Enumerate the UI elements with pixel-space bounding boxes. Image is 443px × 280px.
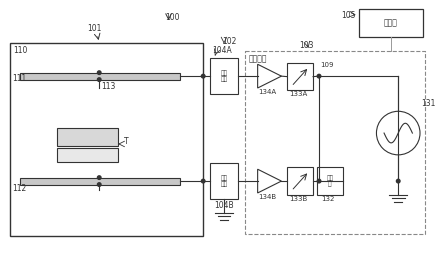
Text: 109: 109 <box>320 62 334 68</box>
Circle shape <box>97 71 101 74</box>
Text: 134B: 134B <box>258 194 276 200</box>
Text: 110: 110 <box>13 46 27 55</box>
Text: 102: 102 <box>222 36 237 46</box>
Text: 134A: 134A <box>258 89 276 95</box>
Bar <box>20 178 180 185</box>
Text: 104A: 104A <box>212 46 232 55</box>
Circle shape <box>97 78 101 81</box>
Circle shape <box>97 183 101 186</box>
Bar <box>20 73 180 80</box>
Circle shape <box>202 179 205 183</box>
Bar <box>10 43 203 236</box>
Bar <box>288 167 313 195</box>
Text: 100: 100 <box>166 13 180 22</box>
Circle shape <box>202 74 205 78</box>
Bar <box>359 9 423 37</box>
Text: 104B: 104B <box>214 201 234 210</box>
Text: 103: 103 <box>299 41 314 50</box>
Text: 112: 112 <box>12 184 26 193</box>
Bar <box>210 58 238 94</box>
Text: 高频电源: 高频电源 <box>249 54 267 63</box>
Bar <box>57 128 118 146</box>
Text: 133B: 133B <box>289 196 307 202</box>
Text: 匹配
电路: 匹配 电路 <box>221 175 227 187</box>
Text: 131: 131 <box>421 99 435 108</box>
Text: 匹配
电路: 匹配 电路 <box>221 70 227 82</box>
Circle shape <box>317 74 321 78</box>
Circle shape <box>317 179 321 183</box>
Text: 移相
器: 移相 器 <box>326 175 334 187</box>
Text: 控制部: 控制部 <box>384 19 398 28</box>
Text: T: T <box>124 137 128 146</box>
Text: 101: 101 <box>87 24 102 33</box>
Bar <box>57 148 118 162</box>
Text: 133A: 133A <box>289 92 307 97</box>
Text: 113: 113 <box>101 81 116 91</box>
Bar <box>317 167 343 195</box>
Text: 105: 105 <box>341 11 355 20</box>
Text: 111: 111 <box>12 74 26 83</box>
Circle shape <box>97 176 101 179</box>
Circle shape <box>396 179 400 183</box>
Bar <box>288 63 313 90</box>
Bar <box>245 51 425 234</box>
Bar <box>210 163 238 199</box>
Text: 132: 132 <box>321 196 334 202</box>
